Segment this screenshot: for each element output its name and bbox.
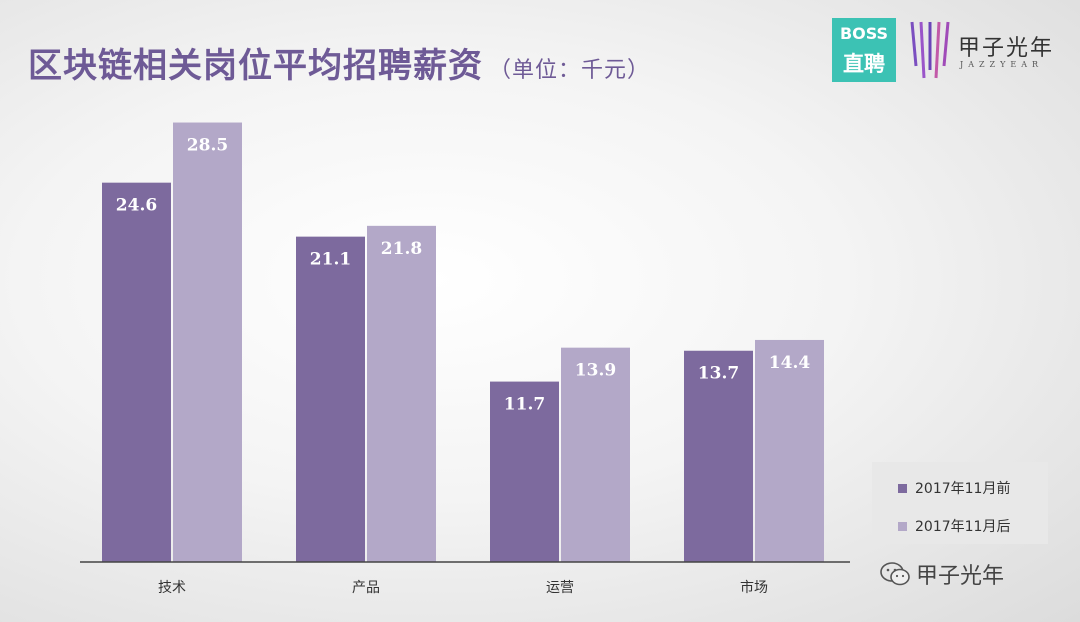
watermark: 甲子光年	[880, 558, 1004, 590]
bar-after-3	[755, 339, 824, 562]
legend-swatch-after	[898, 521, 907, 531]
legend-item-before: 2017年11月前	[898, 478, 1010, 498]
boss-logo-line1: BOSS	[839, 24, 889, 43]
boss-zhipin-logo: BOSS 直聘	[832, 18, 896, 82]
data-label-before-3: 13.7	[698, 364, 739, 384]
data-label-before-1: 21.1	[310, 250, 351, 270]
jazzyear-logo-cn: 甲子光年	[958, 36, 1055, 61]
legend: 2017年11月前 2017年11月后	[872, 462, 1048, 544]
bar-after-1	[367, 225, 436, 562]
bars-layer	[102, 122, 824, 562]
bar-after-0	[173, 122, 242, 562]
category-label-2: 运营	[546, 580, 574, 596]
legend-item-after: 2017年11月后	[898, 516, 1010, 536]
bar-before-1	[296, 236, 365, 562]
bar-before-0	[102, 182, 171, 562]
data-label-after-1: 21.8	[381, 239, 422, 259]
bar-after-2	[561, 347, 630, 562]
boss-logo-line2: 直聘	[843, 52, 885, 76]
bar-before-3	[684, 350, 753, 562]
wechat-icon	[880, 562, 910, 586]
chart-title: 区块链相关岗位平均招聘薪资 （单位：千元）	[28, 38, 650, 87]
bar-before-2	[490, 381, 559, 562]
data-label-before-2: 11.7	[504, 395, 545, 415]
chart-title-text: 区块链相关岗位平均招聘薪资	[28, 46, 483, 86]
category-label-0: 技术	[158, 580, 186, 596]
category-label-3: 市场	[740, 579, 768, 596]
jazzyear-logo-en: JAZZYEAR	[960, 60, 1044, 69]
watermark-text: 甲子光年	[916, 564, 1005, 589]
jazzyear-logo-icon	[910, 21, 950, 79]
legend-swatch-before	[898, 483, 907, 493]
data-label-after-2: 13.9	[575, 361, 616, 381]
data-label-after-3: 14.4	[769, 353, 811, 373]
legend-label-after: 2017年11月后	[915, 519, 1011, 535]
category-label-1: 产品	[352, 580, 380, 596]
data-label-before-0: 24.6	[116, 196, 157, 216]
data-label-after-0: 28.5	[187, 136, 228, 156]
labels-layer: 24.6 28.5 技术 21.1 21.8 产品 11.7 13.9 运营 13.7 14.4 市场	[116, 136, 811, 596]
chart-title-unit: （单位：千元）	[489, 58, 651, 83]
legend-label-before: 2017年11月前	[915, 481, 1011, 497]
